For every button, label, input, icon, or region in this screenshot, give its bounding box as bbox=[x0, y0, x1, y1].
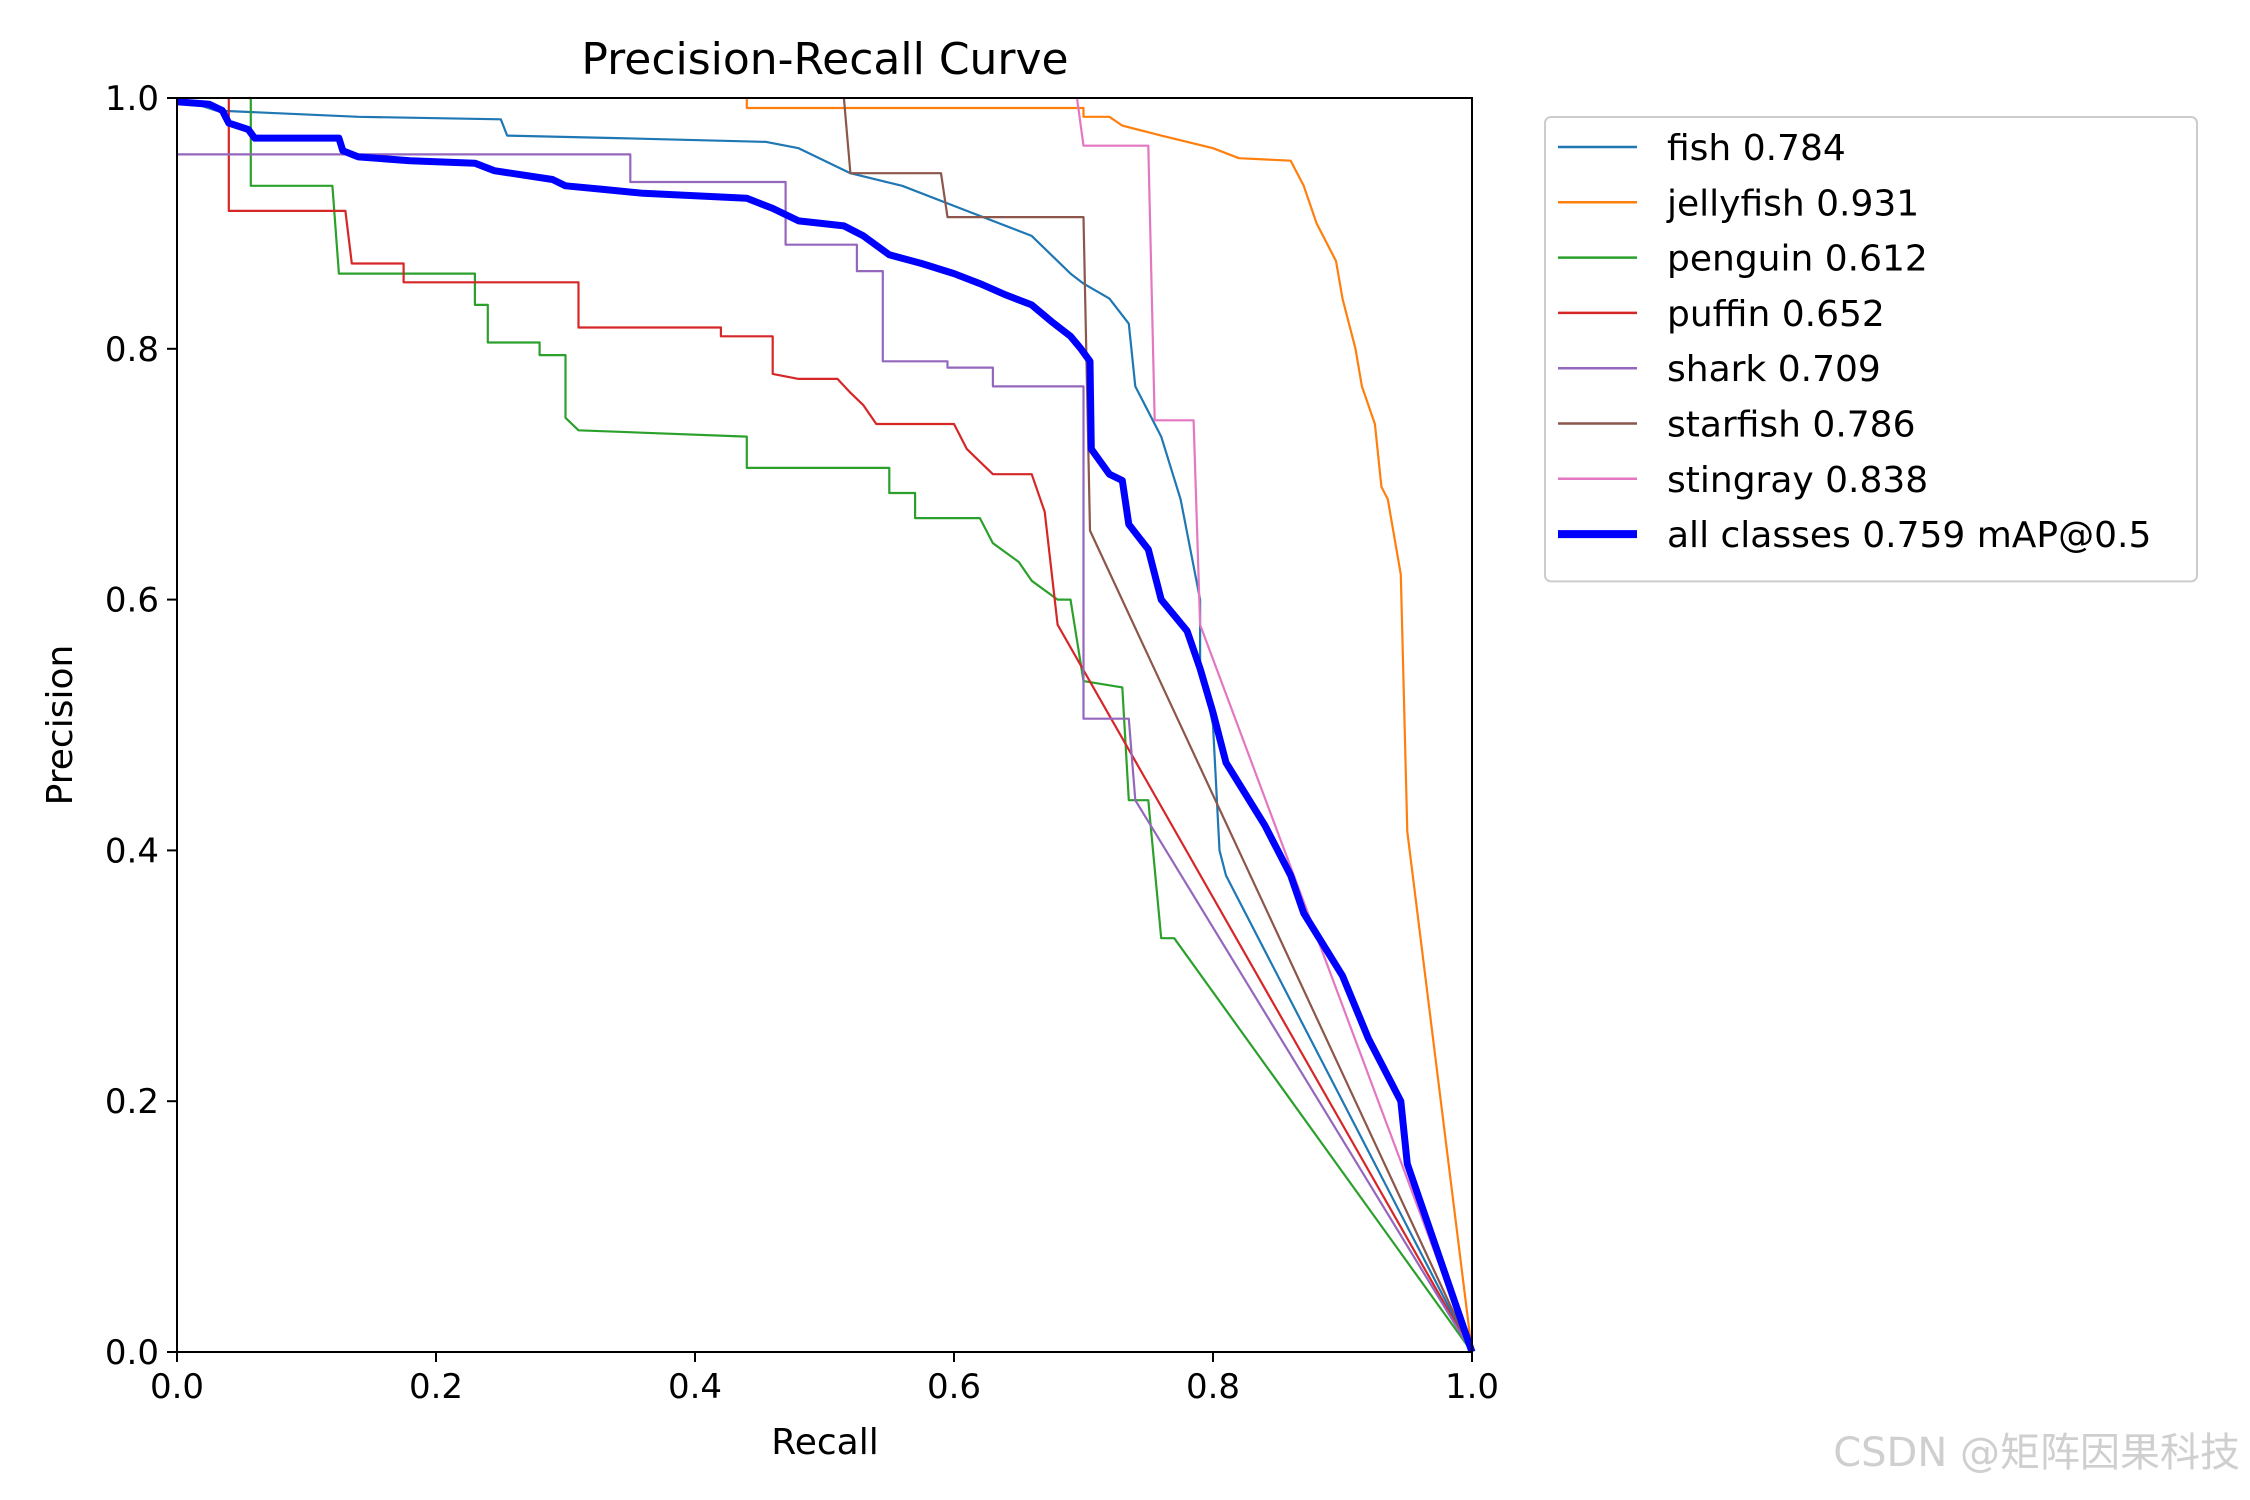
y-axis-ticks: 0.0 0.2 0.4 0.6 0.8 1.0 bbox=[105, 79, 177, 1373]
x-tick-label: 0.0 bbox=[150, 1367, 204, 1407]
series-line-2 bbox=[248, 96, 1473, 1353]
y-tick-label: 0.0 bbox=[105, 1333, 159, 1373]
x-tick-label: 0.6 bbox=[927, 1367, 981, 1407]
x-tick-label: 0.2 bbox=[409, 1367, 463, 1407]
legend-box bbox=[1544, 116, 2198, 583]
legend-label: all classes 0.759 mAP@0.5 bbox=[1667, 515, 2151, 556]
y-tick-label: 1.0 bbox=[105, 79, 159, 119]
y-tick-label: 0.6 bbox=[105, 581, 159, 621]
y-tick-label: 0.4 bbox=[105, 831, 159, 871]
series-line-5 bbox=[842, 97, 1473, 1353]
plot-lines bbox=[176, 96, 1476, 1354]
x-tick-label: 1.0 bbox=[1445, 1367, 1499, 1407]
series-line-1 bbox=[745, 98, 1474, 1353]
legend-label: fish 0.784 bbox=[1667, 128, 1846, 169]
series-line-6 bbox=[1075, 97, 1474, 1353]
series-line-7 bbox=[176, 98, 1476, 1354]
x-tick-label: 0.4 bbox=[668, 1367, 722, 1407]
legend-label: puffin 0.652 bbox=[1667, 294, 1885, 335]
series-line-3 bbox=[227, 98, 1473, 1353]
legend-label: shark 0.709 bbox=[1667, 349, 1881, 390]
legend: fish 0.784 jellyfish 0.931 penguin 0.612 pu… bbox=[1544, 116, 2198, 583]
y-axis-label: Precision bbox=[40, 645, 81, 806]
plot-frame bbox=[176, 97, 1473, 1353]
x-tick-label: 0.8 bbox=[1186, 1367, 1240, 1407]
chart-title: Precision-Recall Curve bbox=[581, 34, 1068, 85]
watermark: CSDN @矩阵因果科技 bbox=[1833, 1430, 2240, 1476]
series-line-4 bbox=[177, 153, 1473, 1353]
series-line-0 bbox=[176, 96, 1473, 1353]
legend-label: penguin 0.612 bbox=[1667, 239, 1928, 280]
y-tick-label: 0.2 bbox=[105, 1082, 159, 1122]
legend-label: starfish 0.786 bbox=[1667, 405, 1915, 446]
x-axis-ticks: 0.0 0.2 0.4 0.6 0.8 1.0 bbox=[150, 1352, 1499, 1407]
legend-label: stingray 0.838 bbox=[1667, 460, 1928, 501]
x-axis-label: Recall bbox=[771, 1422, 878, 1463]
y-tick-label: 0.8 bbox=[105, 330, 159, 370]
legend-label: jellyfish 0.931 bbox=[1666, 183, 1919, 224]
